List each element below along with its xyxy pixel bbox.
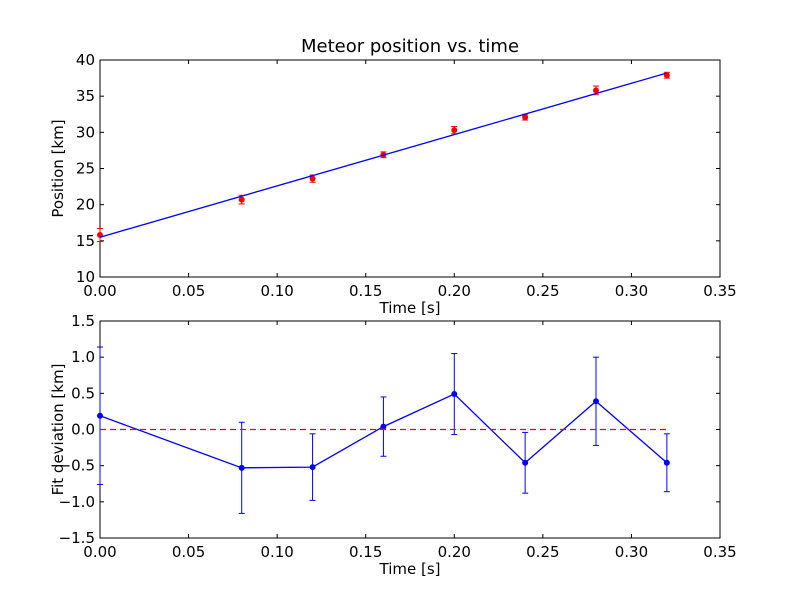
y-tick-label: 20	[76, 196, 95, 214]
y-tick-label: 15	[76, 232, 95, 250]
x-tick-label: 0.00	[83, 543, 116, 561]
data-point	[309, 464, 316, 471]
position-vs-time-plot: 0.00 0.05 0.10 0.15 0.20 0.25 0.30 0.35 10 15 20 25…	[49, 36, 737, 317]
y-tick-label: 35	[76, 87, 95, 105]
x-tick-label: 0.15	[349, 282, 382, 300]
fit-line	[99, 72, 668, 238]
x-tick-label: 0.10	[260, 282, 293, 300]
y-tick-label: 1.0	[71, 348, 95, 366]
x-axis-label: Time [s]	[379, 560, 441, 578]
x-tick-label: 0.35	[703, 543, 736, 561]
y-tick-label: 30	[76, 123, 95, 141]
y-tick-label: −0.5	[59, 457, 95, 475]
data-point	[238, 464, 245, 471]
x-tick-label: 0.05	[172, 282, 205, 300]
y-tick-label: −1.0	[59, 493, 95, 511]
data-point	[451, 391, 458, 398]
x-axis-label: Time [s]	[379, 299, 441, 317]
y-tick-label: 0.0	[71, 421, 95, 439]
data-point	[593, 87, 599, 94]
axes-frame	[99, 59, 721, 278]
x-tick-label: 0.15	[349, 543, 382, 561]
y-tick-label: 25	[76, 160, 95, 178]
y-axis-label: Fit deviation [km]	[49, 364, 67, 496]
deviation-line	[99, 393, 668, 469]
x-tick-label: 0.05	[172, 543, 205, 561]
data-point	[238, 196, 245, 203]
data-point	[663, 459, 670, 466]
x-tick-label: 0.20	[438, 282, 471, 300]
x-tick-label: 0.25	[526, 543, 559, 561]
fit-deviation-plot: 0.00 0.05 0.10 0.15 0.20 0.25 0.30 0.35 −1.5 −1.0…	[49, 312, 737, 578]
chart-title: Meteor position vs. time	[301, 36, 519, 57]
x-tick-label: 0.00	[83, 282, 116, 300]
x-tick-label: 0.30	[615, 282, 648, 300]
y-tick-label: −1.5	[59, 529, 95, 547]
y-tick-label: 10	[76, 268, 95, 286]
data-point	[522, 114, 529, 121]
data-point	[380, 423, 387, 430]
data-point	[97, 412, 103, 419]
y-tick-label: 40	[76, 51, 95, 69]
y-axis-label: Position [km]	[49, 119, 67, 217]
data-point	[309, 175, 316, 182]
data-point	[522, 459, 529, 466]
y-tick-label: 0.5	[71, 384, 95, 402]
data-point	[593, 398, 599, 405]
x-tick-label: 0.25	[526, 282, 559, 300]
x-tick-label: 0.10	[260, 543, 293, 561]
data-point	[451, 127, 458, 134]
x-tick-label: 0.30	[615, 543, 648, 561]
y-tick-label: 1.5	[71, 312, 95, 330]
x-tick-label: 0.20	[438, 543, 471, 561]
x-tick-label: 0.35	[703, 282, 736, 300]
